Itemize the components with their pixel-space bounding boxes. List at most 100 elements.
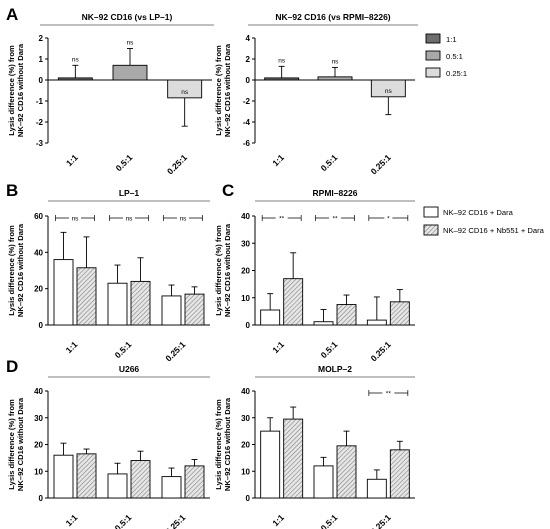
significance-label: ns xyxy=(72,216,80,223)
y-tick-label: 40 xyxy=(241,212,250,221)
y-axis: 40 30 20 10 0 xyxy=(241,387,256,503)
significance-marks: ns ns ns xyxy=(72,40,189,96)
bar xyxy=(184,293,205,326)
significance-marks: ** xyxy=(368,389,409,398)
y-axis-label: Lysis difference (%) from NK–92 CD16 with… xyxy=(214,223,232,317)
y-tick-label: -2 xyxy=(36,118,44,127)
significance-label-bg xyxy=(275,214,288,222)
y-axis: 60 40 20 0 xyxy=(34,212,49,330)
bar xyxy=(184,465,205,499)
panel-title: NK–92 CD16 (vs LP–1) xyxy=(82,12,173,22)
legend-swatch xyxy=(425,33,441,44)
legend-swatch xyxy=(425,67,441,78)
significance-label: ** xyxy=(332,216,338,223)
y-axis-label-line: Lysis difference (%) from xyxy=(7,399,16,490)
panel-letter-B: B xyxy=(6,181,18,200)
bar xyxy=(313,321,334,326)
y-tick-label: 60 xyxy=(34,212,43,221)
x-tick-label: 0.25:1 xyxy=(369,512,393,529)
bar xyxy=(130,280,151,326)
x-tick-label: 0.5:1 xyxy=(113,512,134,529)
x-tick-label: 1:1 xyxy=(64,152,80,168)
bar xyxy=(389,449,410,499)
y-axis-label-line: Lysis difference (%) from xyxy=(7,45,16,136)
y-tick-label: 20 xyxy=(241,441,250,450)
bar xyxy=(130,460,151,499)
y-tick-label: 40 xyxy=(241,387,250,396)
y-tick-label: -2 xyxy=(243,97,251,106)
significance-marks: ** ** * xyxy=(261,214,409,223)
bar xyxy=(389,301,410,326)
bar xyxy=(336,304,357,326)
y-axis-label-line: NK–92 CD16 without Dara xyxy=(223,223,232,317)
bar xyxy=(161,476,182,499)
panel-A2: NK–92 CD16 (vs RPMI–8226) 4 2 0 -2 -4 -6 Lysis … xyxy=(214,12,418,176)
x-tick-label: 1:1 xyxy=(270,339,286,355)
panel-title: U266 xyxy=(119,364,140,374)
bar xyxy=(260,309,281,326)
bars xyxy=(260,252,410,326)
x-tick-label: 0.5:1 xyxy=(114,152,135,173)
y-axis-label-line: Lysis difference (%) from xyxy=(214,399,223,490)
bar xyxy=(76,267,97,326)
bars xyxy=(260,406,410,499)
y-tick-label: -4 xyxy=(243,118,251,127)
significance-label: ns xyxy=(127,40,135,47)
significance-marks: ns ns ns xyxy=(278,57,392,94)
significance-label: * xyxy=(387,216,390,223)
y-tick-label: 0 xyxy=(246,321,251,330)
significance-label: ns xyxy=(126,216,134,223)
significance-label: ns xyxy=(278,57,286,64)
bar xyxy=(313,465,334,499)
bars xyxy=(53,442,205,499)
legend-label: 0.25:1 xyxy=(446,69,467,78)
y-axis: 4 2 0 -2 -4 -6 xyxy=(243,34,256,148)
legend-label: NK–92 CD16 + Nb551 + Dara xyxy=(443,226,545,235)
x-tick-label: 0.25:1 xyxy=(369,339,393,363)
y-tick-label: 20 xyxy=(241,267,250,276)
y-tick-label: 20 xyxy=(34,285,43,294)
bars xyxy=(264,65,406,116)
y-axis-label-line: NK–92 CD16 without Dara xyxy=(223,397,232,491)
significance-label-bg xyxy=(123,214,135,222)
y-tick-label: 30 xyxy=(241,414,250,423)
x-tick-label: 0.25:1 xyxy=(163,512,187,529)
significance-marks: ns ns ns xyxy=(55,214,203,223)
panel-letter-D: D xyxy=(6,357,18,376)
panel-A1: NK–92 CD16 (vs LP–1) 2 1 0 -1 -2 -3 Lysis diffe… xyxy=(7,12,214,176)
y-axis-label: Lysis difference (%) from NK–92 CD16 with… xyxy=(214,43,232,137)
y-axis-label: Lysis difference (%) from NK–92 CD16 with… xyxy=(214,397,232,491)
bars xyxy=(57,48,203,127)
significance-label: ns xyxy=(180,216,188,223)
legend-swatch xyxy=(425,50,441,61)
panel-letter-C: C xyxy=(222,181,234,200)
y-tick-label: 30 xyxy=(241,239,250,248)
significance-label: ns xyxy=(181,89,189,96)
panel-title: RPMI–8226 xyxy=(313,188,358,198)
legend-label: NK–92 CD16 + Dara xyxy=(443,208,514,217)
panel-title: MOLP–2 xyxy=(318,364,352,374)
bar xyxy=(161,295,182,326)
y-tick-label: -1 xyxy=(36,97,44,106)
y-axis-label: Lysis difference (%) from NK–92 CD16 with… xyxy=(7,223,25,317)
legend-swatch xyxy=(423,206,439,218)
y-tick-label: 2 xyxy=(246,55,251,64)
y-axis-label-line: Lysis difference (%) from xyxy=(214,225,223,316)
y-axis-label-line: NK–92 CD16 without Dara xyxy=(16,397,25,491)
bar xyxy=(260,430,281,499)
bar xyxy=(264,77,300,81)
significance-label: ** xyxy=(386,391,392,398)
y-tick-label: 40 xyxy=(34,387,43,396)
y-tick-label: 40 xyxy=(34,248,43,257)
legend-BCD: NK–92 CD16 + Dara NK–92 CD16 + Nb551 + Da… xyxy=(423,206,545,236)
panel-letter-A: A xyxy=(6,5,18,24)
x-tick-label: 0.5:1 xyxy=(319,339,340,360)
bar xyxy=(53,454,74,499)
bar xyxy=(283,418,304,499)
x-tick-label: 0.5:1 xyxy=(319,512,340,529)
panel-C: RPMI–8226 40 30 20 10 0 Lysis difference (%) f… xyxy=(214,188,415,363)
x-tick-label: 0.5:1 xyxy=(319,152,340,173)
y-tick-label: 30 xyxy=(34,414,43,423)
x-tick-label: 1:1 xyxy=(270,512,286,528)
